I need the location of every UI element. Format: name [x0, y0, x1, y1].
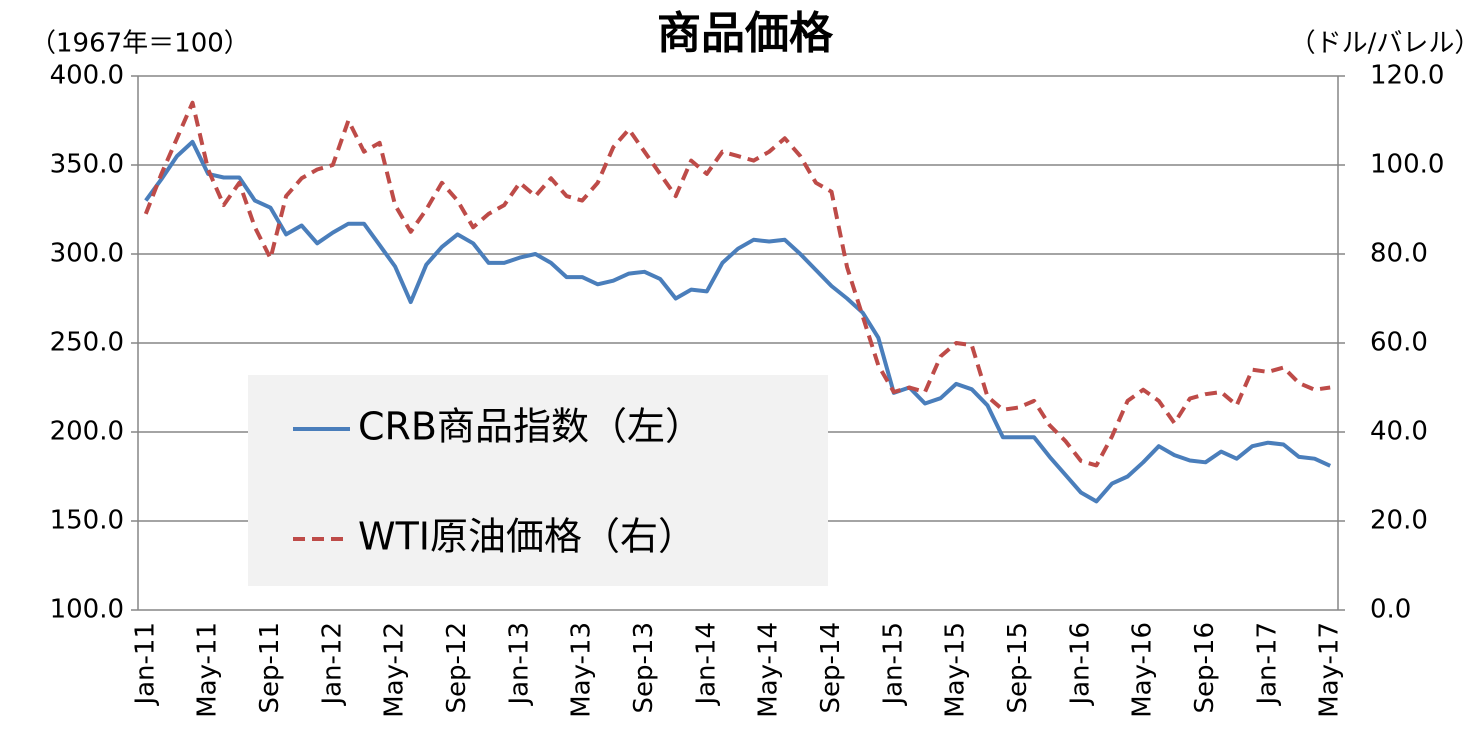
- y-tick-label: 350.0: [50, 150, 124, 180]
- x-tick-label: Sep-12: [442, 622, 472, 713]
- x-tick-label: Jan-11: [130, 622, 160, 707]
- y2-axis-label: （ドル/バレル）: [1290, 29, 1472, 59]
- x-tick-label: May-15: [941, 622, 971, 718]
- x-tick-label: Jan-13: [504, 622, 534, 707]
- y-tick-label: 150.0: [50, 506, 124, 536]
- series-line: [143, 100, 1331, 468]
- x-tick-label: Jan-17: [1252, 622, 1282, 707]
- x-tick-label: May-17: [1315, 622, 1345, 718]
- x-tick-label: Sep-13: [629, 622, 659, 713]
- x-tick-label: May-14: [754, 622, 784, 718]
- x-tick-label: Sep-14: [816, 622, 846, 713]
- y2-tick-label: 40.0: [1370, 417, 1428, 447]
- y2-tick-label: 120.0: [1370, 61, 1444, 91]
- x-tick-label: May-16: [1128, 622, 1158, 718]
- x-tick-label: Jan-14: [691, 622, 721, 707]
- y2-tick-label: 80.0: [1370, 239, 1428, 269]
- x-tick-label: Jan-16: [1065, 622, 1095, 707]
- x-tick-label: May-13: [567, 622, 597, 718]
- x-tick-label: Sep-11: [255, 622, 285, 713]
- series-line: [144, 139, 1332, 504]
- x-tick-label: Jan-15: [878, 622, 908, 707]
- y-tick-label: 100.0: [50, 595, 124, 625]
- y2-tick-label: 100.0: [1370, 150, 1444, 180]
- y2-tick-label: 20.0: [1370, 506, 1428, 536]
- legend-label: CRB商品指数（左）: [358, 405, 703, 449]
- x-tick-label: Sep-16: [1190, 622, 1220, 713]
- legend-label: WTI原油価格（右）: [358, 515, 696, 559]
- y2-tick-label: 0.0: [1370, 595, 1411, 625]
- y-tick-label: 400.0: [50, 61, 124, 91]
- chart-title: 商品価格: [657, 8, 834, 59]
- x-tick-label: May-12: [380, 622, 410, 718]
- y-tick-label: 250.0: [50, 328, 124, 358]
- legend-box: [248, 375, 828, 586]
- y-tick-label: 200.0: [50, 417, 124, 447]
- y-axis-label: （1967年＝100）: [30, 29, 250, 59]
- y2-tick-label: 60.0: [1370, 328, 1428, 358]
- x-tick-label: Jan-12: [317, 622, 347, 707]
- x-tick-label: Sep-15: [1003, 622, 1033, 713]
- x-tick-label: May-11: [193, 622, 223, 718]
- y-tick-label: 300.0: [50, 239, 124, 269]
